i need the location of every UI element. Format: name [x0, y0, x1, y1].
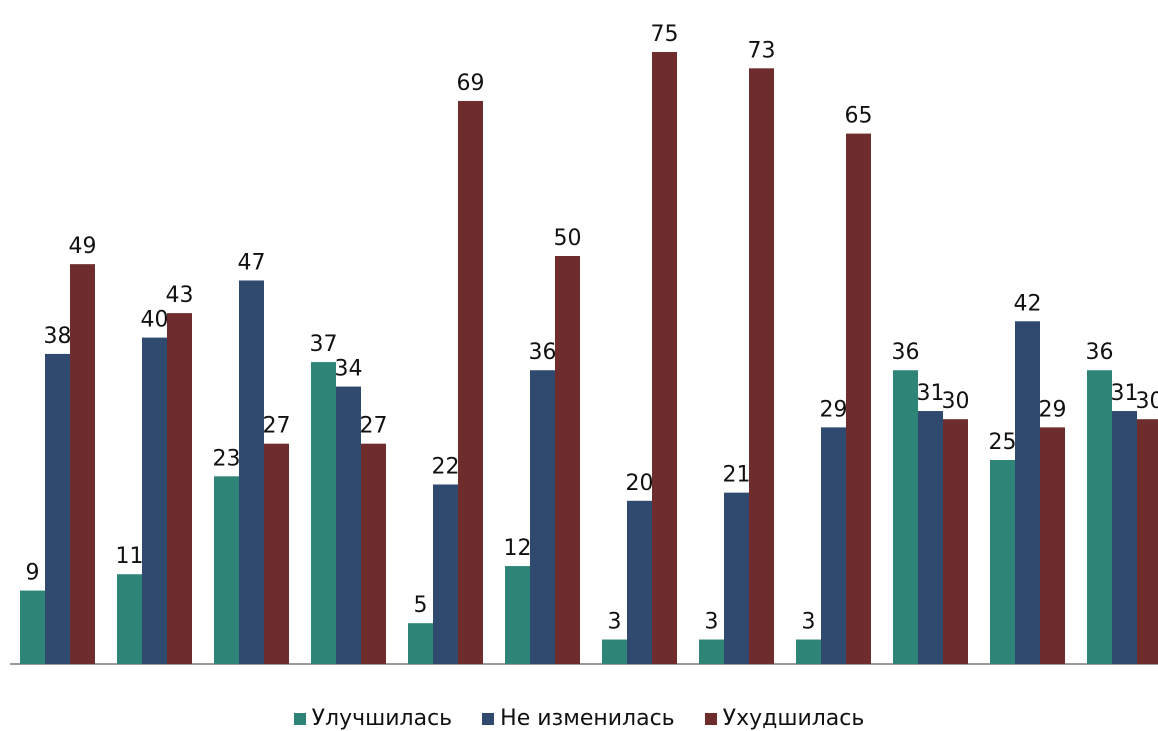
bar-8-series-1: [821, 427, 846, 664]
data-label-6-series-2: 75: [651, 22, 679, 47]
data-label-6-series-0: 3: [608, 610, 622, 635]
legend-label-1: Не изменилась: [500, 706, 675, 731]
bar-0-series-1: [45, 353, 70, 664]
data-label-2-series-1: 47: [238, 250, 266, 275]
bar-6-series-2: [652, 52, 677, 664]
data-label-10-series-1: 42: [1014, 291, 1042, 316]
data-label-4-series-1: 22: [432, 454, 460, 479]
data-label-3-series-1: 34: [335, 357, 363, 382]
data-label-2-series-2: 27: [263, 414, 291, 439]
legend-item-2: Ухудшилась: [704, 706, 865, 731]
data-label-7-series-0: 3: [705, 610, 719, 635]
data-label-5-series-2: 50: [554, 226, 582, 251]
bar-5-series-1: [530, 370, 555, 664]
data-label-6-series-1: 20: [626, 471, 654, 496]
data-label-1-series-0: 11: [116, 544, 144, 569]
legend-item-0: Улучшилась: [293, 706, 453, 731]
data-label-5-series-1: 36: [529, 340, 557, 365]
bar-9-series-1: [918, 411, 943, 664]
bar-5-series-0: [505, 566, 530, 664]
bar-4-series-2: [458, 100, 483, 664]
data-label-10-series-0: 25: [989, 430, 1017, 455]
data-label-7-series-2: 73: [748, 38, 776, 63]
bar-7-series-0: [699, 639, 724, 664]
bar-4-series-1: [433, 484, 458, 664]
data-label-4-series-0: 5: [414, 593, 428, 618]
bar-4-series-0: [408, 623, 433, 664]
bar-1-series-2: [167, 313, 192, 664]
data-label-0-series-1: 38: [44, 324, 72, 349]
legend-label-2: Ухудшилась: [722, 706, 865, 731]
bar-2-series-0: [214, 476, 239, 664]
bar-11-series-1: [1112, 411, 1137, 664]
legend: Улучшилась Не изменилась Ухудшилась: [0, 706, 1158, 731]
bar-0-series-0: [20, 590, 45, 664]
bar-7-series-2: [749, 68, 774, 664]
legend-swatch-0: [293, 712, 306, 725]
data-label-0-series-2: 49: [69, 234, 97, 259]
bar-10-series-1: [1015, 321, 1040, 664]
bar-2-series-1: [239, 280, 264, 664]
bar-3-series-1: [336, 386, 361, 664]
data-label-4-series-2: 69: [457, 71, 485, 96]
bar-8-series-2: [846, 133, 871, 665]
bar-6-series-1: [627, 500, 652, 664]
data-label-9-series-0: 36: [892, 340, 920, 365]
data-label-8-series-0: 3: [802, 610, 816, 635]
bar-6-series-0: [602, 639, 627, 664]
data-label-3-series-2: 27: [360, 414, 388, 439]
bar-2-series-2: [264, 443, 289, 664]
bar-0-series-2: [70, 264, 95, 664]
bar-1-series-0: [117, 574, 142, 664]
bar-8-series-0: [796, 639, 821, 664]
data-label-1-series-1: 40: [141, 308, 169, 333]
legend-swatch-1: [482, 712, 495, 725]
legend-swatch-2: [704, 712, 717, 725]
data-label-11-series-0: 36: [1086, 340, 1114, 365]
bar-3-series-0: [311, 362, 336, 664]
bar-1-series-1: [142, 337, 167, 664]
data-label-9-series-1: 31: [917, 381, 945, 406]
data-label-8-series-2: 65: [845, 104, 873, 129]
data-label-7-series-1: 21: [723, 463, 751, 488]
data-label-3-series-0: 37: [310, 332, 338, 357]
bar-9-series-0: [893, 370, 918, 664]
data-label-11-series-1: 31: [1111, 381, 1139, 406]
bar-5-series-2: [555, 256, 580, 664]
data-label-1-series-2: 43: [166, 283, 194, 308]
bar-11-series-2: [1137, 419, 1158, 664]
data-label-5-series-0: 12: [504, 536, 532, 561]
bar-3-series-2: [361, 443, 386, 664]
bar-10-series-0: [990, 460, 1015, 664]
data-label-11-series-2: 30: [1136, 389, 1158, 414]
bar-10-series-2: [1040, 427, 1065, 664]
data-label-2-series-0: 23: [213, 446, 241, 471]
legend-label-0: Улучшилась: [311, 706, 453, 731]
data-label-0-series-0: 9: [26, 561, 40, 586]
data-label-9-series-2: 30: [942, 389, 970, 414]
bars-layer: [20, 52, 1158, 665]
data-label-10-series-2: 29: [1039, 397, 1067, 422]
bar-11-series-0: [1087, 370, 1112, 664]
legend-item-1: Не изменилась: [482, 706, 675, 731]
data-label-8-series-1: 29: [820, 397, 848, 422]
bar-7-series-1: [724, 492, 749, 664]
bar-9-series-2: [943, 419, 968, 664]
